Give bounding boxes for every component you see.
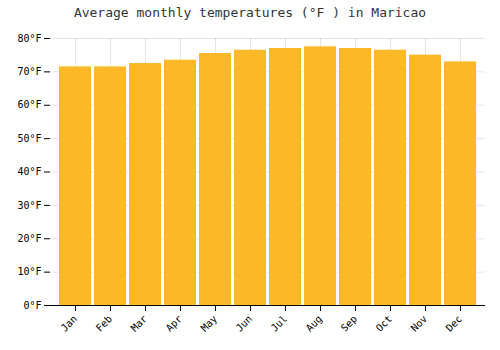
svg-text:20°F: 20°F xyxy=(17,233,41,244)
svg-text:Aug: Aug xyxy=(304,313,325,334)
svg-text:Jul: Jul xyxy=(269,313,290,334)
svg-text:May: May xyxy=(199,313,220,334)
svg-text:50°F: 50°F xyxy=(17,133,41,144)
svg-text:60°F: 60°F xyxy=(17,99,41,110)
svg-text:70°F: 70°F xyxy=(17,66,41,77)
svg-text:30°F: 30°F xyxy=(17,200,41,211)
svg-text:Jan: Jan xyxy=(59,313,80,334)
svg-text:10°F: 10°F xyxy=(17,266,41,277)
svg-text:Sep: Sep xyxy=(339,313,360,334)
svg-text:Feb: Feb xyxy=(94,313,115,334)
svg-text:80°F: 80°F xyxy=(17,33,41,44)
svg-text:Mar: Mar xyxy=(129,313,150,334)
svg-text:40°F: 40°F xyxy=(17,166,41,177)
svg-text:Apr: Apr xyxy=(164,313,185,334)
svg-text:Oct: Oct xyxy=(374,313,395,334)
svg-text:Dec: Dec xyxy=(444,313,465,334)
svg-text:Jun: Jun xyxy=(234,313,255,334)
svg-text:0°F: 0°F xyxy=(23,300,41,311)
svg-text:Nov: Nov xyxy=(409,313,430,334)
html-text:Average monthly temperatures (: Average monthly temperatures (°F ) in Ma… xyxy=(73,5,427,20)
